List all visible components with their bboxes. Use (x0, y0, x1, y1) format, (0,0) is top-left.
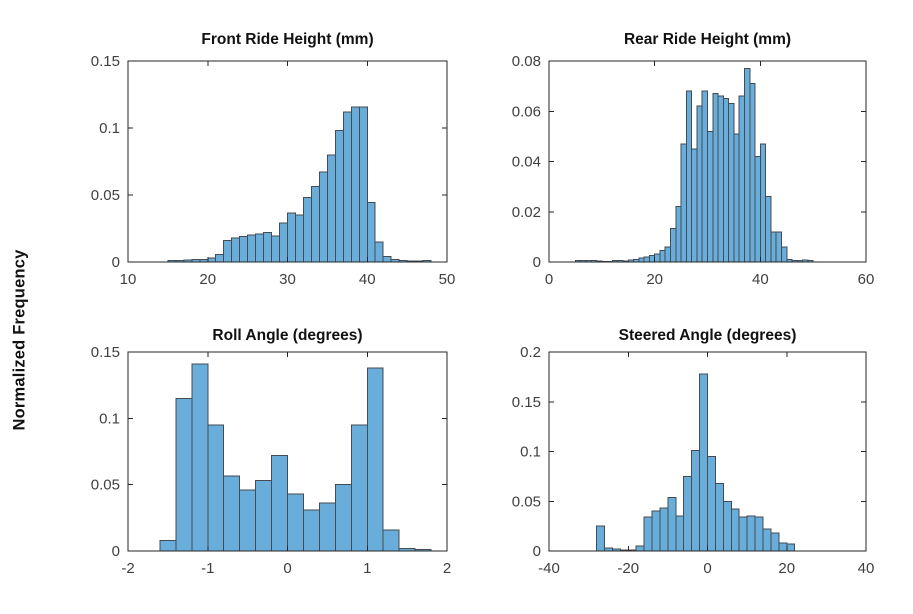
svg-text:0.15: 0.15 (512, 394, 541, 411)
subplot-title-steered-angle: Steered Angle (degrees) (618, 327, 797, 344)
svg-text:0: 0 (545, 271, 553, 288)
svg-text:0.1: 0.1 (520, 444, 541, 461)
subplot-title-roll-angle: Roll Angle (degrees) (212, 327, 363, 344)
svg-text:-40: -40 (538, 560, 560, 577)
svg-text:1: 1 (363, 560, 371, 577)
subplot-title-front-ride-height: Front Ride Height (mm) (201, 31, 374, 48)
svg-text:0: 0 (533, 543, 541, 560)
svg-text:20: 20 (199, 271, 216, 288)
front-ride-height-histogram: 10 20 30 40 50 0 0.05 0.1 0.15 (91, 56, 456, 288)
svg-text:0.05: 0.05 (512, 493, 541, 510)
steered-angle-histogram: -40 -20 0 20 40 0 0.05 0.1 0.15 0.2 (512, 347, 875, 577)
svg-text:0: 0 (112, 543, 120, 560)
svg-text:0.05: 0.05 (91, 477, 120, 494)
rear-ride-height-histogram: 0 20 40 60 0 0.02 0.04 0.06 0.08 (512, 56, 875, 288)
svg-text:0: 0 (112, 254, 120, 271)
svg-text:40: 40 (752, 271, 769, 288)
subplot-title-rear-ride-height: Rear Ride Height (mm) (623, 31, 792, 48)
svg-text:0: 0 (283, 560, 291, 577)
svg-text:60: 60 (858, 271, 875, 288)
svg-text:20: 20 (646, 271, 663, 288)
svg-text:0.15: 0.15 (91, 347, 120, 361)
svg-text:30: 30 (279, 271, 296, 288)
svg-text:-2: -2 (121, 560, 134, 577)
svg-text:10: 10 (120, 271, 137, 288)
svg-text:20: 20 (778, 560, 795, 577)
svg-text:-1: -1 (201, 560, 214, 577)
svg-text:40: 40 (858, 560, 875, 577)
svg-text:2: 2 (443, 560, 451, 577)
svg-text:0.06: 0.06 (512, 103, 541, 120)
svg-text:0: 0 (703, 560, 711, 577)
svg-text:-20: -20 (617, 560, 639, 577)
roll-angle-histogram: -2 -1 0 1 2 0 0.05 0.1 0.15 (91, 347, 451, 577)
svg-text:50: 50 (439, 271, 456, 288)
svg-text:40: 40 (359, 271, 376, 288)
svg-text:0.08: 0.08 (512, 56, 541, 70)
svg-text:0.05: 0.05 (91, 187, 120, 204)
svg-text:0.04: 0.04 (512, 154, 541, 171)
svg-text:0.2: 0.2 (520, 347, 541, 361)
y-axis-label: Normalized Frequency (10, 249, 29, 431)
svg-text:0.1: 0.1 (99, 120, 120, 137)
svg-text:0.15: 0.15 (91, 56, 120, 70)
svg-text:0.1: 0.1 (99, 410, 120, 427)
svg-text:0: 0 (533, 254, 541, 271)
svg-text:0.02: 0.02 (512, 204, 541, 221)
